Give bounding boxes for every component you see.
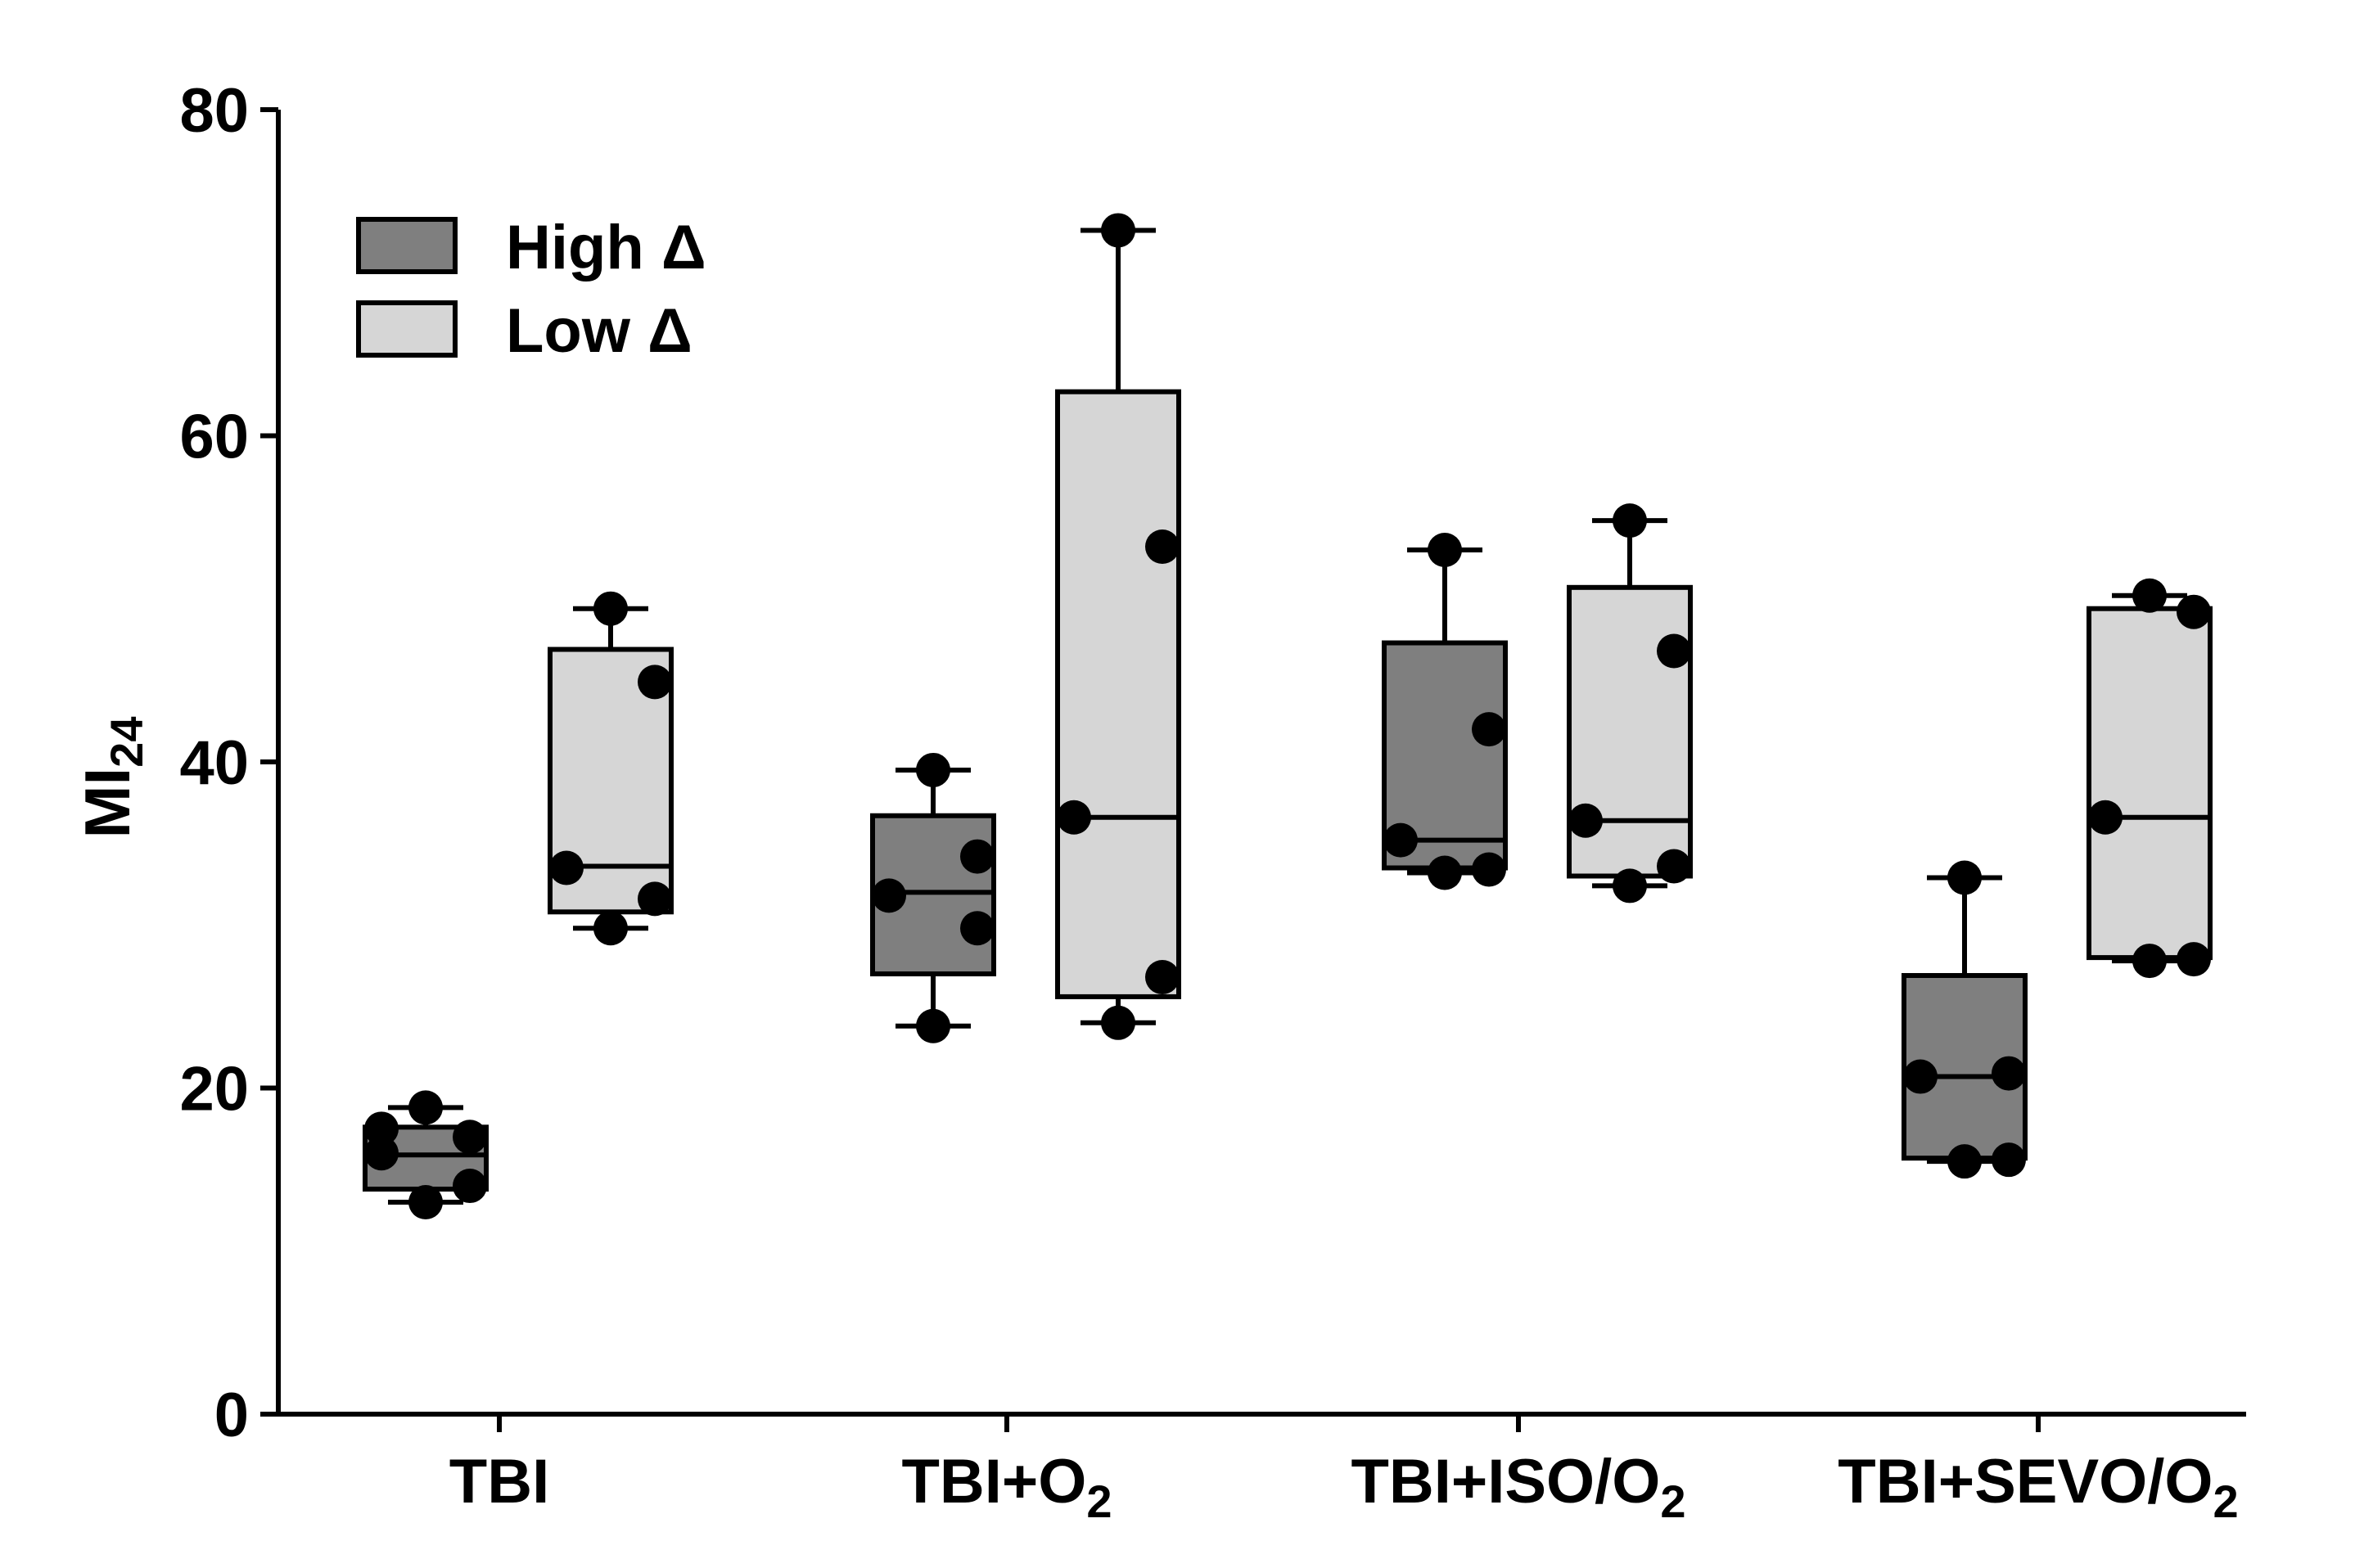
data-point: [1101, 213, 1135, 248]
legend: High Δ Low Δ: [356, 213, 706, 366]
data-point: [1613, 503, 1647, 538]
legend-item-low: Low Δ: [356, 296, 693, 366]
data-point: [1145, 529, 1180, 564]
legend-swatch-high: [356, 217, 458, 274]
box-low-0: [548, 591, 674, 946]
data-point: [638, 881, 672, 917]
data-point: [638, 665, 672, 700]
data-point: [1903, 1059, 1938, 1094]
y-ticks: 0 20 40 60 80: [179, 76, 278, 1450]
data-point: [916, 1008, 950, 1043]
data-point: [593, 911, 628, 946]
box-high-3: [1902, 860, 2028, 1179]
x-tick-label-subscript: 2: [1086, 1476, 1112, 1527]
data-point: [872, 878, 906, 913]
data-point: [1057, 800, 1091, 835]
data-point: [1145, 960, 1180, 995]
data-point: [593, 591, 628, 626]
box-body: [2087, 606, 2213, 961]
box-body: [1055, 389, 1181, 999]
x-ticks: TBI TBI+O2 TBI+ISO/O2 TBI+SEVO/O2: [449, 1414, 2239, 1527]
y-tick-label: 20: [179, 1055, 249, 1124]
y-axis-title: MI24: [71, 717, 152, 839]
data-point: [1992, 1142, 2026, 1178]
data-point: [1947, 1144, 1982, 1179]
data-point: [1657, 849, 1691, 884]
x-tick-label: TBI+O2: [901, 1447, 1112, 1527]
data-point: [549, 850, 584, 885]
data-point: [1568, 803, 1603, 838]
legend-label-low: Low Δ: [506, 296, 693, 366]
legend-item-high: High Δ: [356, 213, 706, 282]
data-point: [2177, 942, 2211, 977]
data-point: [1472, 712, 1506, 747]
data-point: [2132, 578, 2167, 613]
data-point: [453, 1120, 487, 1155]
x-tick-label-subscript: 2: [2213, 1476, 2239, 1527]
x-tick-label-main: TBI+O: [901, 1447, 1086, 1516]
box-high-0: [363, 1090, 489, 1219]
data-point: [364, 1136, 399, 1171]
data-point: [1428, 855, 1462, 890]
box-high-1: [870, 752, 996, 1043]
box-low-1: [1055, 213, 1181, 1040]
data-point: [1428, 532, 1462, 567]
data-point: [1992, 1056, 2026, 1091]
box-low-3: [2087, 578, 2213, 979]
y-tick-label: 80: [179, 76, 249, 146]
box-high-2: [1382, 532, 1508, 890]
data-point: [2132, 944, 2167, 979]
data-point: [453, 1169, 487, 1204]
data-point: [2177, 594, 2211, 629]
data-point: [960, 839, 995, 874]
data-point: [1613, 868, 1647, 903]
x-tick-label: TBI+SEVO/O2: [1838, 1447, 2238, 1527]
boxes: [363, 213, 2213, 1219]
x-tick-label-main: TBI+SEVO/O: [1838, 1447, 2213, 1516]
x-tick-label-subscript: 2: [1660, 1476, 1685, 1527]
data-point: [408, 1184, 443, 1219]
x-tick-label-main: TBI+ISO/O: [1351, 1447, 1660, 1516]
data-point: [1657, 633, 1691, 669]
data-point: [916, 752, 950, 787]
legend-swatch-low: [356, 300, 458, 358]
data-point: [1472, 852, 1506, 887]
box-low-2: [1567, 503, 1693, 903]
y-tick-label: 60: [179, 403, 249, 472]
y-tick-label: 0: [214, 1381, 249, 1450]
y-axis-title-main: MI: [71, 768, 143, 839]
data-point: [1947, 860, 1982, 895]
data-point: [2088, 800, 2123, 835]
data-point: [1101, 1005, 1135, 1040]
data-point: [364, 1111, 399, 1147]
x-tick-label: TBI: [449, 1447, 549, 1516]
data-point: [408, 1090, 443, 1125]
y-tick-label: 40: [179, 728, 249, 798]
x-tick-label: TBI+ISO/O2: [1351, 1447, 1685, 1527]
x-tick-label-main: TBI: [449, 1447, 549, 1516]
legend-label-high: High Δ: [506, 213, 706, 282]
data-point: [960, 911, 995, 946]
y-axis-title-sub: 24: [101, 717, 152, 768]
data-point: [1383, 822, 1418, 858]
